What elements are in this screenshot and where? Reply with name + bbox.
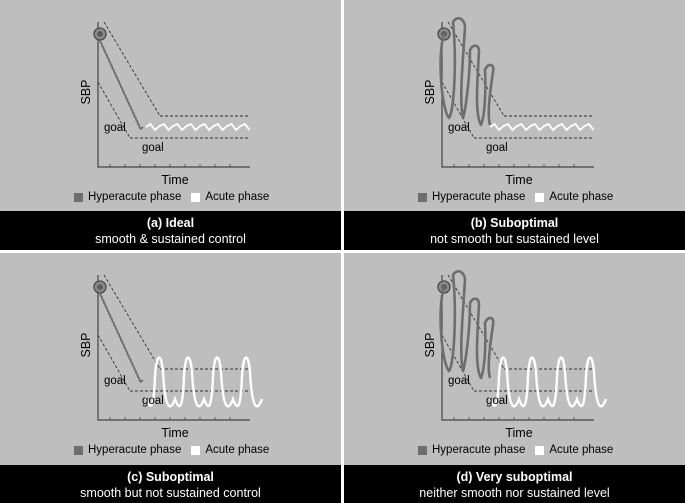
goal-label-lower: goal	[486, 142, 508, 154]
plot-svg: SBP Time goal goal	[79, 21, 251, 187]
y-axis-label: SBP	[423, 332, 437, 357]
panel-caption: (a) Ideal smooth & sustained control	[0, 211, 341, 250]
goal-label-lower: goal	[486, 395, 508, 407]
acute-curve	[145, 122, 251, 132]
legend: Hyperacute phase Acute phase	[74, 444, 269, 456]
y-axis-label: SBP	[79, 332, 93, 357]
panel-subtitle: smooth & sustained control	[95, 232, 246, 246]
acute-swatch	[191, 445, 201, 455]
panel-subtitle: not smooth but sustained level	[430, 232, 599, 246]
hyperacute-swatch	[74, 445, 83, 455]
legend-acute-label: Acute phase	[549, 444, 614, 456]
lower-envelope-slope	[441, 334, 475, 392]
axes	[441, 22, 594, 168]
axes	[97, 275, 250, 421]
hyperacute-curve	[99, 292, 144, 383]
y-axis-label: SBP	[79, 79, 93, 104]
hyperacute-swatch	[418, 445, 427, 455]
goal-label-lower: goal	[142, 395, 164, 407]
goal-label-upper: goal	[448, 375, 470, 387]
acute-swatch	[535, 192, 545, 202]
panel-caption: (c) Suboptimal smooth but not sustained c…	[0, 465, 341, 503]
lower-envelope-slope	[97, 334, 131, 392]
x-axis-label: Time	[505, 173, 532, 187]
panel-subtitle: smooth but not sustained control	[80, 486, 261, 500]
panel-d: SBP Time goal goal Hyperacute phase Acute pha…	[344, 253, 685, 503]
legend-hyperacute-label: Hyperacute phase	[432, 191, 526, 203]
upper-envelope-slope	[447, 21, 505, 117]
upper-envelope-slope	[447, 274, 505, 370]
upper-envelope-slope	[103, 274, 161, 370]
start-marker-core	[97, 31, 103, 37]
panel-caption: (b) Suboptimal not smooth but sustained l…	[344, 211, 685, 250]
panel-title: (d) Very suboptimal	[456, 470, 573, 484]
lower-envelope-slope	[97, 81, 131, 139]
axes	[97, 22, 250, 168]
hyperacute-curve	[439, 269, 495, 380]
hyperacute-swatch	[418, 192, 427, 202]
legend: Hyperacute phase Acute phase	[418, 444, 613, 456]
panel-subtitle: neither smooth nor sustained level	[419, 486, 610, 500]
panel-title: (b) Suboptimal	[470, 216, 559, 230]
axes	[441, 275, 594, 421]
goal-label-upper: goal	[448, 122, 470, 134]
x-axis-label: Time	[505, 426, 532, 440]
legend-hyperacute-label: Hyperacute phase	[432, 444, 526, 456]
hyperacute-curve	[439, 16, 495, 127]
goal-label-lower: goal	[142, 142, 164, 154]
legend: Hyperacute phase Acute phase	[74, 191, 269, 203]
acute-curve	[489, 122, 595, 132]
goal-label-upper: goal	[104, 122, 126, 134]
lower-envelope-slope	[441, 81, 475, 139]
legend-hyperacute-label: Hyperacute phase	[88, 191, 182, 203]
hyperacute-curve	[99, 39, 144, 130]
y-axis-label: SBP	[423, 79, 437, 104]
x-axis-label: Time	[161, 426, 188, 440]
legend-hyperacute-label: Hyperacute phase	[88, 444, 182, 456]
plot-svg: SBP Time goal goal	[79, 274, 264, 440]
hyperacute-swatch	[74, 192, 83, 202]
panel-title: (a) Ideal	[146, 216, 195, 230]
start-marker-core	[97, 284, 103, 290]
upper-envelope-slope	[103, 21, 161, 117]
x-axis-label: Time	[161, 173, 188, 187]
legend-acute-label: Acute phase	[205, 444, 270, 456]
legend-acute-label: Acute phase	[205, 191, 270, 203]
acute-swatch	[191, 192, 201, 202]
legend-acute-label: Acute phase	[549, 191, 614, 203]
panel-b: SBP Time goal goal Hyperacute phase Acute pha…	[344, 0, 685, 250]
acute-curve	[144, 356, 264, 408]
goal-label-upper: goal	[104, 375, 126, 387]
panel-a: SBP Time goal goal Hyperacute phase Acute pha…	[0, 0, 341, 250]
plot-svg: SBP Time goal goal	[423, 269, 608, 440]
panel-title: (c) Suboptimal	[127, 470, 214, 484]
plot-svg: SBP Time goal goal	[423, 16, 595, 187]
panel-caption: (d) Very suboptimal neither smooth nor su…	[344, 465, 685, 503]
legend: Hyperacute phase Acute phase	[418, 191, 613, 203]
acute-swatch	[535, 445, 545, 455]
acute-curve	[488, 356, 608, 408]
panel-c: SBP Time goal goal Hyperacute phase Acute pha…	[0, 253, 341, 503]
